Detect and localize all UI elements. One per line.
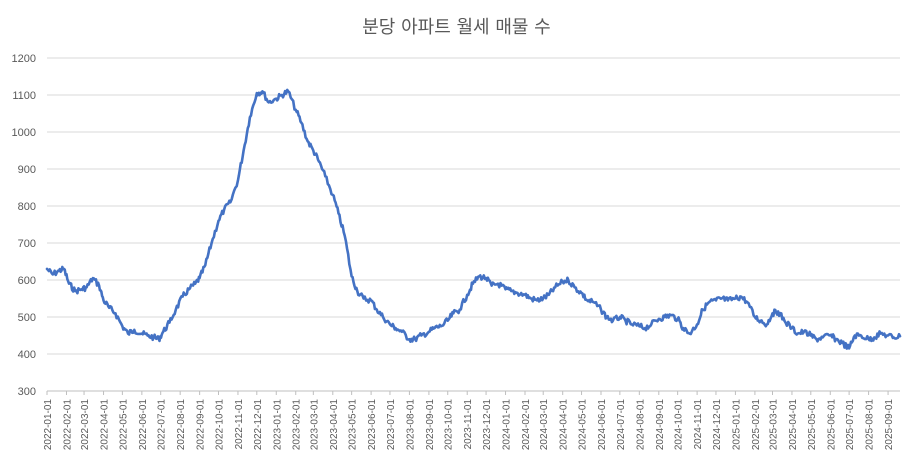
x-tick-label: 2022-01-01 [43, 399, 54, 451]
x-tick-label: 2022-02-01 [62, 399, 73, 451]
y-tick-label: 300 [18, 386, 36, 398]
x-tick-label: 2024-10-01 [674, 399, 685, 451]
x-tick-label: 2023-11-01 [463, 399, 474, 450]
x-tick-label: 2022-07-01 [157, 399, 168, 451]
x-tick-label: 2024-02-01 [521, 399, 532, 451]
series-line [45, 88, 902, 350]
x-tick-label: 2023-03-01 [309, 399, 320, 451]
series-layer [45, 88, 902, 350]
x-tick-label: 2022-09-01 [196, 399, 207, 451]
y-tick-label: 1200 [12, 53, 36, 65]
y-tick-label: 1000 [12, 127, 36, 139]
x-tick-label: 2022-10-01 [214, 399, 225, 451]
x-tick-label: 2022-05-01 [118, 399, 129, 451]
x-tick-label: 2023-12-01 [482, 399, 493, 451]
y-tick-label: 1100 [12, 90, 36, 102]
x-tick-label: 2023-08-01 [405, 399, 416, 451]
x-tick-label: 2025-09-01 [884, 399, 895, 451]
x-tick-label: 2023-10-01 [444, 399, 455, 451]
x-tick-label: 2024-05-01 [578, 399, 589, 451]
y-tick-label: 400 [18, 349, 36, 361]
x-tick-label: 2025-07-01 [845, 399, 856, 451]
x-tick-label: 2025-05-01 [807, 399, 818, 451]
x-tick-label: 2023-05-01 [348, 399, 359, 451]
x-tick-label: 2022-08-01 [176, 399, 187, 451]
x-tick-label: 2024-11-01 [693, 399, 704, 450]
x-tick-label: 2024-03-01 [539, 399, 550, 451]
y-tick-label: 500 [18, 312, 36, 324]
x-tick-label: 2023-02-01 [292, 399, 303, 451]
x-tick-label: 2025-04-01 [788, 399, 799, 451]
x-tick-label: 2025-02-01 [751, 399, 762, 451]
y-tick-label: 600 [18, 275, 36, 287]
x-tick-label: 2024-09-01 [655, 399, 666, 451]
x-tick-label: 2024-07-01 [616, 399, 627, 451]
x-tick-label: 2022-04-01 [100, 399, 111, 451]
chart-title: 분당 아파트 월세 매물 수 [362, 17, 551, 38]
x-tick-label: 2024-08-01 [635, 399, 646, 451]
x-tick-label: 2024-04-01 [559, 399, 570, 451]
x-tick-label: 2023-09-01 [425, 399, 436, 451]
x-tick-label: 2025-01-01 [731, 399, 742, 451]
x-tick-label: 2022-11-01 [234, 399, 245, 450]
y-tick-label: 900 [18, 164, 36, 176]
x-tick-label: 2022-06-01 [138, 399, 149, 451]
x-tick-label: 2024-01-01 [502, 399, 513, 451]
x-tick-label: 2022-12-01 [253, 399, 264, 451]
x-tick-label: 2025-06-01 [826, 399, 837, 451]
y-axis-ticks: 300 400 500 600 700 800 900 1000 1100 1200 [12, 53, 36, 398]
y-tick-label: 800 [18, 201, 36, 213]
x-tick-label: 2024-12-01 [712, 399, 723, 451]
x-tick-label: 2023-07-01 [386, 399, 397, 451]
y-tick-label: 700 [18, 238, 36, 250]
x-tick-label: 2025-03-01 [768, 399, 779, 451]
x-tick-label: 2022-03-01 [80, 399, 91, 451]
x-tick-label: 2024-06-01 [597, 399, 608, 451]
x-tick-label: 2023-04-01 [329, 399, 340, 451]
x-tick-label: 2025-08-01 [865, 399, 876, 451]
x-axis-ticks: 2022-01-01 2022-02-01 2022-03-01 2022-04-01… [43, 391, 895, 450]
x-tick-label: 2023-06-01 [367, 399, 378, 451]
gridlines [47, 57, 900, 355]
x-tick-label: 2023-01-01 [272, 399, 283, 451]
